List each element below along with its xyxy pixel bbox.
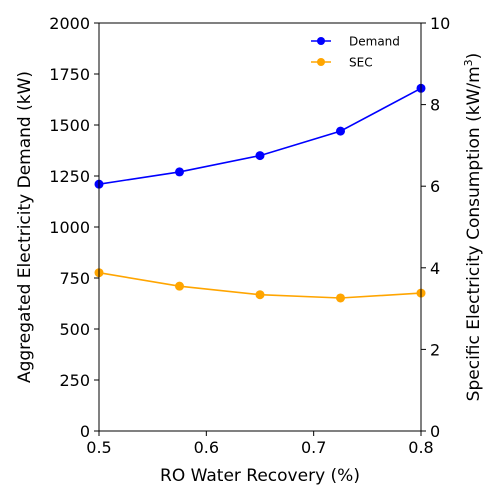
right-y-tick-label: 4: [430, 259, 440, 278]
legend-marker-sec: [317, 58, 325, 66]
right-y-axis-title-superscript: 3: [462, 59, 475, 66]
left-y-tick-label: 1500: [49, 116, 90, 135]
left-y-tick-label: 500: [59, 320, 90, 339]
legend-label-sec: SEC: [349, 56, 373, 70]
data-point-sec: [255, 290, 265, 300]
right-y-tick-label: 6: [430, 177, 440, 196]
right-y-axis-title: Specific Electricity Consumption (kW/m3): [462, 53, 484, 402]
right-y-axis-title-main: Specific Electricity Consumption (kW/m: [464, 66, 484, 401]
left-y-axis: 0 250 500 750 1000 1250 1500 1750 2000: [49, 14, 99, 441]
data-point-demand: [336, 126, 345, 136]
left-y-tick-label: 1250: [49, 167, 90, 186]
left-y-tick-label: 1000: [49, 218, 90, 237]
plot-frame: [98, 22, 422, 432]
right-y-axis-title-end: ): [464, 53, 484, 60]
left-y-tick-label: 250: [59, 371, 90, 390]
x-tick-label: 0.7: [301, 438, 326, 457]
legend-marker-demand: [317, 37, 325, 45]
right-y-tick-label: 2: [430, 340, 440, 359]
left-y-axis-title: Aggregated Electricity Demand (kW): [15, 71, 35, 383]
left-y-tick-label: 0: [80, 422, 90, 441]
x-axis: 0.5 0.6 0.7 0.8: [86, 431, 434, 457]
data-point-sec: [336, 293, 345, 303]
series-line-demand: [98, 87, 422, 185]
data-point-sec: [175, 281, 184, 291]
left-y-tick-label: 1750: [49, 65, 90, 84]
right-y-tick-label: 8: [430, 96, 440, 115]
x-tick-label: 0.5: [86, 438, 111, 457]
right-y-axis: 0 2 4 6 8 10: [421, 14, 450, 441]
plot-area: [94, 83, 426, 303]
x-tick-label: 0.6: [194, 438, 219, 457]
legend-label-demand: Demand: [349, 35, 400, 49]
left-y-tick-label: 2000: [49, 14, 90, 33]
right-y-tick-label: 10: [430, 14, 450, 33]
x-tick-label: 0.8: [408, 438, 433, 457]
left-y-tick-label: 750: [59, 269, 90, 288]
data-point-demand: [255, 151, 265, 161]
legend: Demand SEC: [311, 35, 400, 70]
right-y-tick-label: 0: [430, 422, 440, 441]
x-axis-title: RO Water Recovery (%): [160, 466, 360, 486]
data-point-demand: [175, 167, 184, 177]
